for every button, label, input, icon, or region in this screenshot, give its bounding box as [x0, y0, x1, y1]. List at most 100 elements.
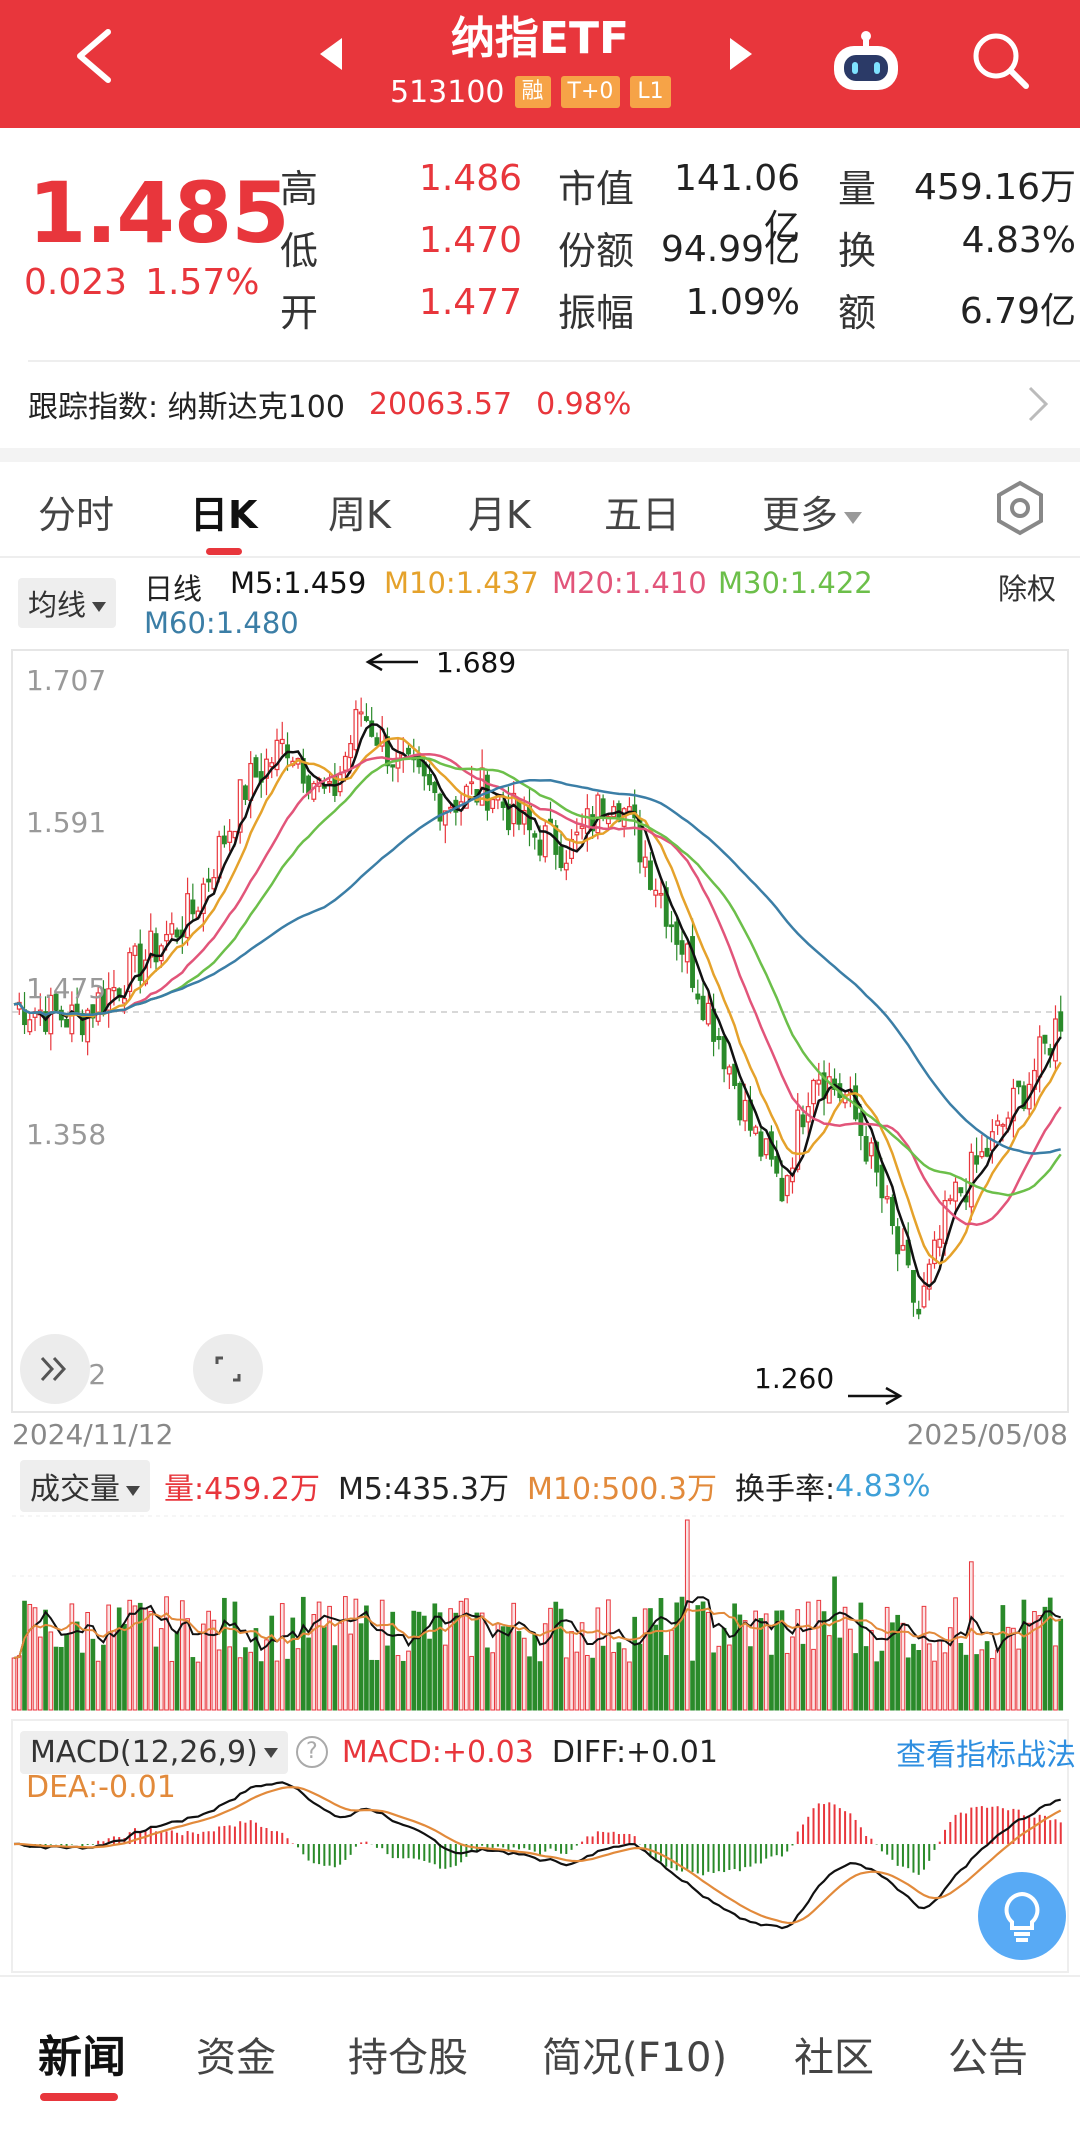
candle-body: [779, 1177, 785, 1202]
volume-bar: [858, 1602, 864, 1711]
volume-bar: [926, 1643, 932, 1711]
volume-bar: [826, 1635, 832, 1711]
volume-bar: [27, 1603, 33, 1711]
next-stock-icon[interactable]: [730, 38, 752, 70]
volume-bar: [905, 1657, 911, 1711]
robot-assistant-icon[interactable]: [830, 28, 902, 94]
tab-f10[interactable]: 简况(F10): [542, 2035, 728, 2081]
volume-bar: [1005, 1626, 1011, 1711]
volume-bar: [663, 1655, 669, 1711]
kline-chart[interactable]: 1.689 1.260 1.707 1.591 1.475 1.358 1.24…: [0, 648, 1080, 1648]
macd-dropdown[interactable]: MACD(12,26,9): [20, 1730, 288, 1774]
candle-body: [574, 831, 580, 836]
volume-bar: [995, 1649, 1000, 1711]
tab-monthly-k[interactable]: 月K: [468, 493, 531, 537]
tab-daily-k[interactable]: 日K: [190, 493, 258, 537]
volume-bar: [222, 1597, 227, 1711]
volume-bar: [811, 1648, 816, 1711]
candle-body: [816, 1079, 822, 1085]
volume-bar: [490, 1652, 496, 1711]
tab-news[interactable]: 新闻: [38, 2032, 126, 2083]
macd-line: [14, 1786, 1062, 1925]
volume-bar: [679, 1596, 685, 1711]
volume-ma-line: [13, 1607, 1061, 1659]
volume-bar: [932, 1660, 937, 1711]
candle-body: [279, 738, 285, 745]
ma30-value: M30:1.422: [718, 566, 873, 600]
high-annotation-text: 1.689: [436, 648, 516, 679]
volume-bar: [290, 1617, 296, 1711]
tracking-index-row[interactable]: 跟踪指数: 纳斯达克100 20063.57 0.98%: [28, 362, 1080, 446]
tab-holdings[interactable]: 持仓股: [348, 2035, 468, 2081]
change-percent: 1.57%: [145, 262, 260, 303]
volume-bar: [264, 1639, 269, 1711]
price-change: 0.023 1.57%: [24, 262, 277, 303]
candle-body: [427, 774, 432, 786]
volume-bar: [584, 1654, 590, 1711]
volume-bar: [64, 1633, 69, 1711]
tab-weekly-k[interactable]: 周K: [328, 493, 391, 537]
tab-more[interactable]: 更多: [762, 484, 863, 539]
fullscreen-toggle-button[interactable]: [20, 1334, 90, 1404]
volume-bar: [1058, 1618, 1064, 1711]
settings-hexagon-icon[interactable]: [995, 480, 1045, 536]
ma-dropdown-label: 均线: [28, 588, 87, 622]
tab-intraday[interactable]: 分时: [38, 493, 115, 537]
volume-bar: [847, 1628, 853, 1711]
tab-five-day[interactable]: 五日: [604, 493, 681, 537]
volume-bar: [337, 1622, 343, 1711]
volume-bar: [984, 1641, 990, 1711]
candle-body: [174, 929, 180, 938]
volume-bar: [716, 1645, 722, 1711]
quote-divider: [28, 360, 1080, 362]
indicator-strategy-link[interactable]: 查看指标战法: [896, 1738, 1076, 1773]
page-title: 纳指ETF: [450, 13, 630, 64]
stock-code: 513100: [390, 74, 505, 110]
tab-community[interactable]: 社区: [794, 2035, 874, 2081]
volume-bar: [164, 1596, 169, 1711]
candle-body: [658, 892, 664, 896]
volume-bar: [774, 1610, 780, 1711]
candle-body: [253, 757, 259, 778]
tips-bulb-button[interactable]: [978, 1872, 1066, 1960]
candle-body: [669, 924, 674, 928]
high-value: 1.486: [418, 158, 522, 199]
volume-bar: [742, 1620, 748, 1711]
volume-bar: [574, 1651, 580, 1711]
volume-bar: [511, 1602, 517, 1711]
volume-bar: [732, 1603, 737, 1711]
candle-body: [811, 1079, 816, 1105]
volume-bar: [968, 1561, 974, 1711]
volume-bar: [653, 1624, 659, 1711]
amount-value: 6.79亿: [959, 291, 1076, 332]
volume-bar: [937, 1639, 943, 1711]
candle-body: [716, 1036, 722, 1041]
ma-dropdown[interactable]: 均线: [18, 578, 117, 628]
tab-funds[interactable]: 资金: [196, 2035, 276, 2081]
volume-dropdown[interactable]: 成交量: [20, 1460, 150, 1512]
turnover-value: 4.83%: [961, 220, 1076, 261]
tab-announcements[interactable]: 公告: [948, 2035, 1028, 2081]
candle-body: [1010, 1087, 1016, 1122]
help-icon[interactable]: ?: [295, 1736, 328, 1768]
expand-chart-button[interactable]: [193, 1334, 263, 1404]
open-value: 1.477: [418, 282, 522, 323]
ma-line-m20: [13, 752, 1062, 1226]
candle-body: [700, 995, 706, 1021]
badge-t0: T+0: [560, 76, 621, 108]
back-icon[interactable]: [68, 26, 120, 86]
volume-bar: [1042, 1606, 1048, 1711]
turnover-label: 换: [838, 229, 877, 273]
volume-bar: [442, 1644, 448, 1711]
volume-bar: [306, 1637, 311, 1711]
prev-stock-icon[interactable]: [320, 38, 342, 70]
volume-value: 459.16万: [914, 167, 1076, 208]
volume-bar: [532, 1634, 538, 1711]
candle-body: [926, 1263, 932, 1290]
volume-bar: [485, 1647, 490, 1711]
adjust-button[interactable]: 除权: [998, 572, 1057, 606]
candle-body: [127, 952, 133, 992]
search-icon[interactable]: [968, 28, 1032, 92]
volume-bar: [358, 1623, 364, 1711]
volume-bar: [364, 1605, 369, 1711]
